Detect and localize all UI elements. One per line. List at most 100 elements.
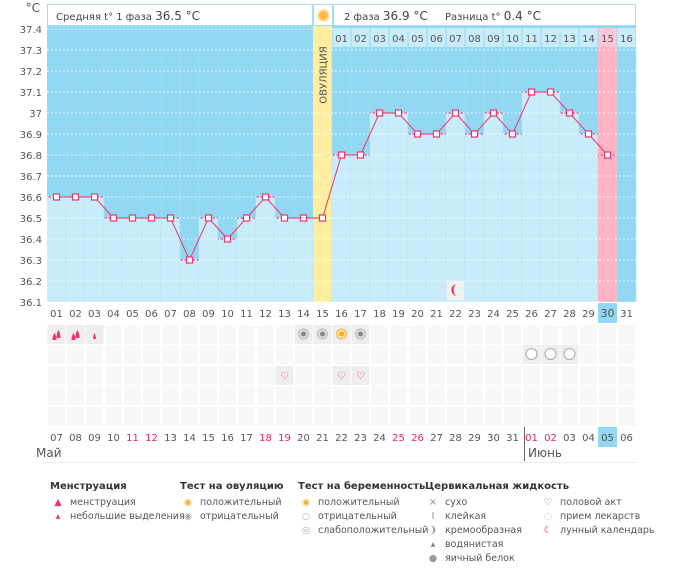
cycle-day-label: 06	[145, 309, 158, 320]
marker-cell	[124, 386, 141, 405]
phase2-day-label: 08	[468, 34, 481, 45]
marker-cell	[371, 407, 388, 426]
date-label: 23	[354, 433, 367, 444]
marker-cell	[276, 386, 293, 405]
marker-cell	[48, 407, 65, 426]
marker-cell	[599, 407, 616, 426]
test-dot	[358, 331, 363, 337]
cycle-day-label: 16	[335, 309, 348, 320]
day-highlight	[598, 303, 617, 323]
legend-label: лунный календарь	[560, 525, 655, 536]
month-june: Июнь	[528, 446, 562, 460]
pregnancy-test-negative-icon	[525, 348, 538, 360]
temp-bar	[256, 197, 275, 302]
marker-cell	[143, 345, 160, 364]
date-label: 02	[544, 433, 557, 444]
phase2-day-label: 10	[506, 34, 519, 45]
phase2-label: 2 фаза	[344, 12, 380, 23]
phase2-day-cell	[503, 28, 522, 47]
cycle-day-label: 19	[392, 309, 405, 320]
marker-cell	[314, 407, 331, 426]
date-label: 07	[50, 433, 63, 444]
date-label: 15	[202, 433, 215, 444]
diff-value: 0.4 °C	[503, 9, 541, 23]
marker-cell	[295, 407, 312, 426]
creamy-icon: ❩	[429, 525, 437, 536]
cycle-day-label: 11	[240, 309, 253, 320]
temp-point	[261, 193, 270, 201]
marker-cell	[105, 407, 122, 426]
cycle-day-label: 13	[278, 309, 291, 320]
legend-label: слабоположительный	[318, 525, 429, 536]
marker-cell	[409, 345, 426, 364]
marker-cell	[257, 366, 274, 385]
date-label: 03	[563, 433, 576, 444]
cycle-day-label: 23	[468, 309, 481, 320]
temp-point	[166, 214, 175, 222]
date-label: 04	[582, 433, 595, 444]
legend-title: Менструация	[50, 481, 127, 492]
cycle-day-label: 22	[449, 309, 462, 320]
cycle-day-label: 09	[202, 309, 215, 320]
marker-cell	[390, 345, 407, 364]
marker-cell	[162, 345, 179, 364]
legend-title	[540, 481, 655, 492]
cycle-day-label: 27	[544, 309, 557, 320]
marker-cell	[580, 366, 597, 385]
temp-point	[299, 214, 308, 222]
marker-cell	[162, 407, 179, 426]
test-dot	[339, 331, 344, 337]
temp-point	[147, 214, 156, 222]
legend-label: менструация	[70, 497, 136, 508]
legend-item: ♡ половой акт	[540, 496, 655, 510]
temp-point	[508, 130, 517, 138]
temp-point	[451, 109, 460, 117]
date-label: 09	[88, 433, 101, 444]
date-label: 25	[392, 433, 405, 444]
date-label: 16	[221, 433, 234, 444]
marker-cell	[580, 386, 597, 405]
phase1-summary: Средняя t° 1 фаза 36.5 °C	[47, 4, 313, 26]
y-tick: 37.1	[20, 88, 42, 99]
phase2-day-cell	[351, 28, 370, 47]
divider	[45, 462, 637, 463]
marker-cell	[466, 386, 483, 405]
temp-bar	[180, 260, 199, 302]
legend-item: × сухо	[425, 496, 569, 510]
legend-item: ▴ водянистая	[425, 538, 569, 552]
legend-label: водянистая	[445, 539, 504, 550]
temp-bar	[484, 113, 503, 302]
marker-cell	[466, 407, 483, 426]
menstruation-icon	[52, 330, 61, 340]
preg-negative-icon: ○	[301, 511, 311, 522]
phase2-day-label: 13	[563, 34, 576, 45]
legend-item: ◌ прием лекарств	[540, 510, 655, 524]
marker-cell	[371, 386, 388, 405]
temp-bar	[446, 113, 465, 302]
phase2-day-cell	[484, 28, 503, 47]
egg-white-icon: ●	[428, 553, 438, 564]
marker-cell	[428, 345, 445, 364]
marker-cell	[257, 345, 274, 364]
marker-cell	[124, 366, 141, 385]
marker-cell	[504, 345, 521, 364]
legend-label: положительный	[200, 497, 282, 508]
date-label: 13	[164, 433, 177, 444]
diff-label: Разница t°	[444, 12, 501, 23]
marker-cell	[371, 345, 388, 364]
y-tick: 36.8	[20, 151, 42, 162]
y-tick: 36.7	[20, 172, 42, 183]
temp-bar	[47, 197, 66, 302]
date-label: 11	[126, 433, 139, 444]
marker-cell	[618, 407, 635, 426]
date-label: 08	[69, 433, 82, 444]
date-label: 06	[620, 433, 633, 444]
marker-cell	[409, 386, 426, 405]
marker-cell	[200, 366, 217, 385]
cycle-day-label: 12	[259, 309, 272, 320]
marker-cell	[618, 345, 635, 364]
marker-bg	[47, 325, 66, 344]
marker-cell	[200, 407, 217, 426]
marker-cell	[143, 325, 160, 344]
marker-cell	[485, 407, 502, 426]
